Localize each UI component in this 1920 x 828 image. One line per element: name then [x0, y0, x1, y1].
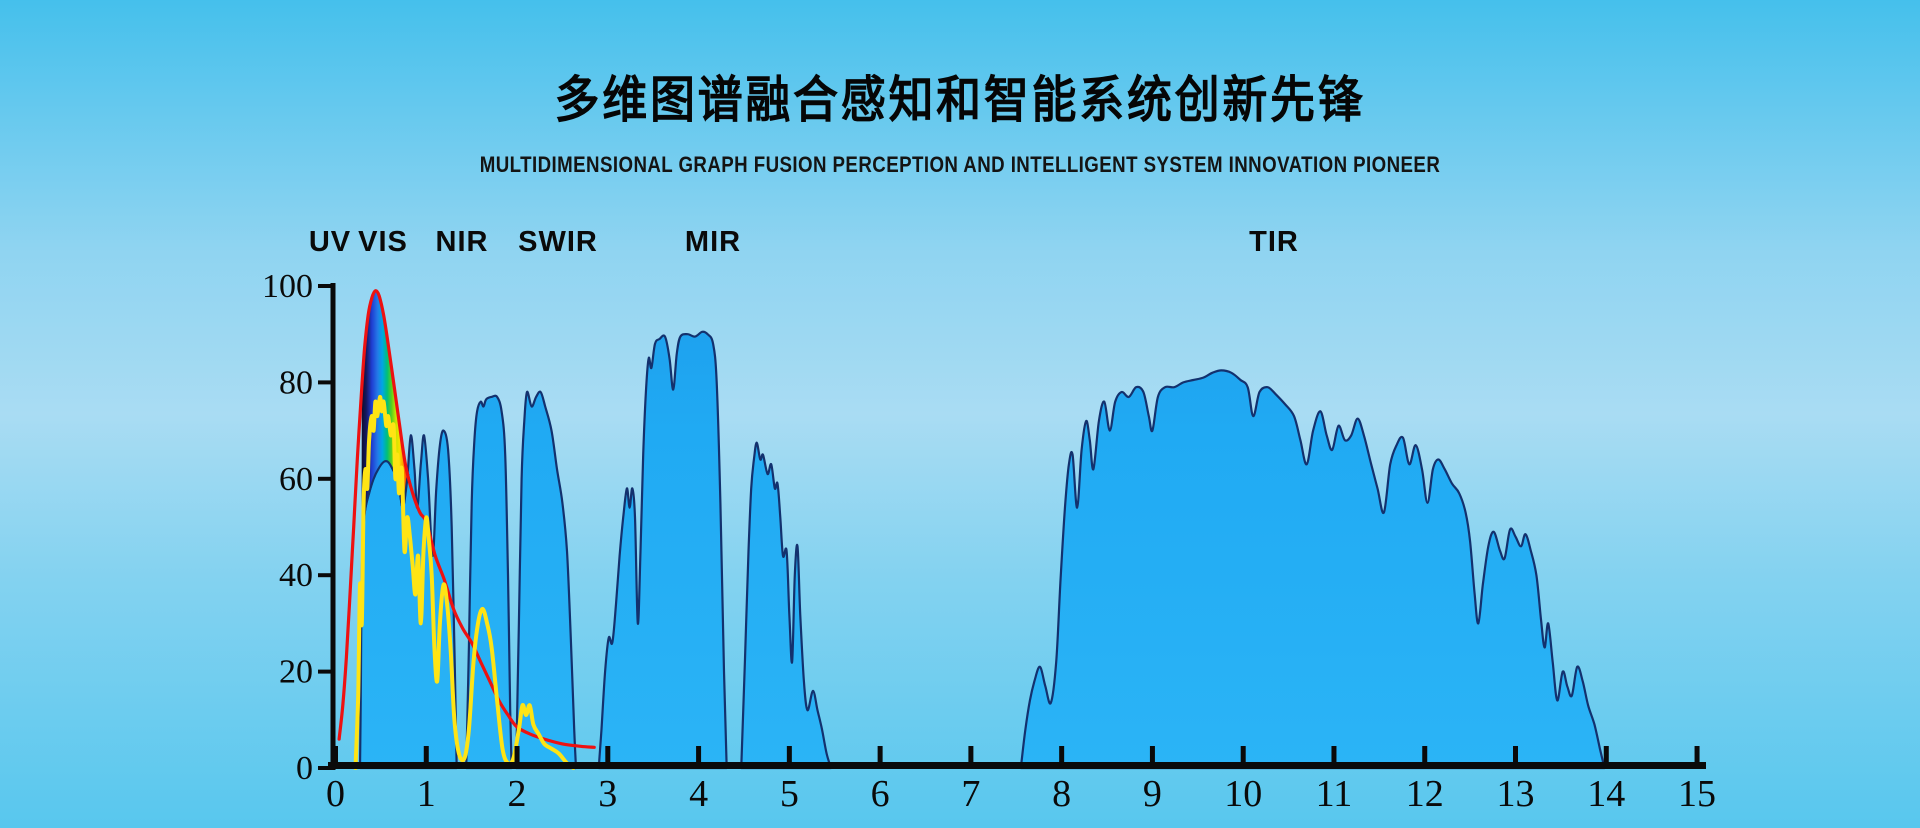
band-label-swir: SWIR — [518, 226, 598, 258]
x-tick-label: 15 — [1678, 773, 1716, 815]
x-tick-label: 10 — [1224, 773, 1262, 815]
y-tick-label: 80 — [279, 364, 313, 401]
x-tick-label: 1 — [417, 773, 436, 815]
x-tick-label: 6 — [871, 773, 890, 815]
x-tick-label: 0 — [326, 773, 345, 815]
x-tick-label: 4 — [689, 773, 708, 815]
x-tick-label: 7 — [961, 773, 980, 815]
band-label-vis: VIS — [358, 226, 408, 258]
solar-irradiance-curve — [353, 394, 576, 770]
page-title: 多维图谱融合感知和智能系统创新先锋 — [554, 72, 1366, 128]
visible-spectrum-peak — [361, 290, 409, 624]
x-tick-label: 9 — [1143, 773, 1162, 815]
blackbody-curve — [337, 289, 596, 749]
y-tick-label: 40 — [279, 557, 313, 594]
x-tick-label: 11 — [1316, 773, 1353, 815]
x-tick-label: 12 — [1406, 773, 1444, 815]
x-tick-label: 2 — [508, 773, 527, 815]
atmospheric-windows-area — [358, 330, 1606, 770]
x-tick-label: 8 — [1052, 773, 1071, 815]
x-tick-label: 13 — [1497, 773, 1535, 815]
band-label-nir: NIR — [436, 226, 489, 258]
x-tick-label: 14 — [1587, 773, 1625, 815]
y-tick-label: 20 — [279, 654, 313, 691]
band-label-mir: MIR — [685, 226, 741, 258]
x-tick-label: 5 — [780, 773, 799, 815]
band-label-uv: UV — [309, 226, 351, 258]
page-subtitle: MULTIDIMENSIONAL GRAPH FUSION PERCEPTION… — [479, 152, 1441, 177]
y-tick-label: 100 — [262, 268, 313, 305]
band-label-tir: TIR — [1249, 226, 1299, 258]
y-tick-label: 0 — [296, 750, 313, 787]
x-tick-label: 3 — [598, 773, 617, 815]
y-tick-label: 60 — [279, 461, 313, 498]
